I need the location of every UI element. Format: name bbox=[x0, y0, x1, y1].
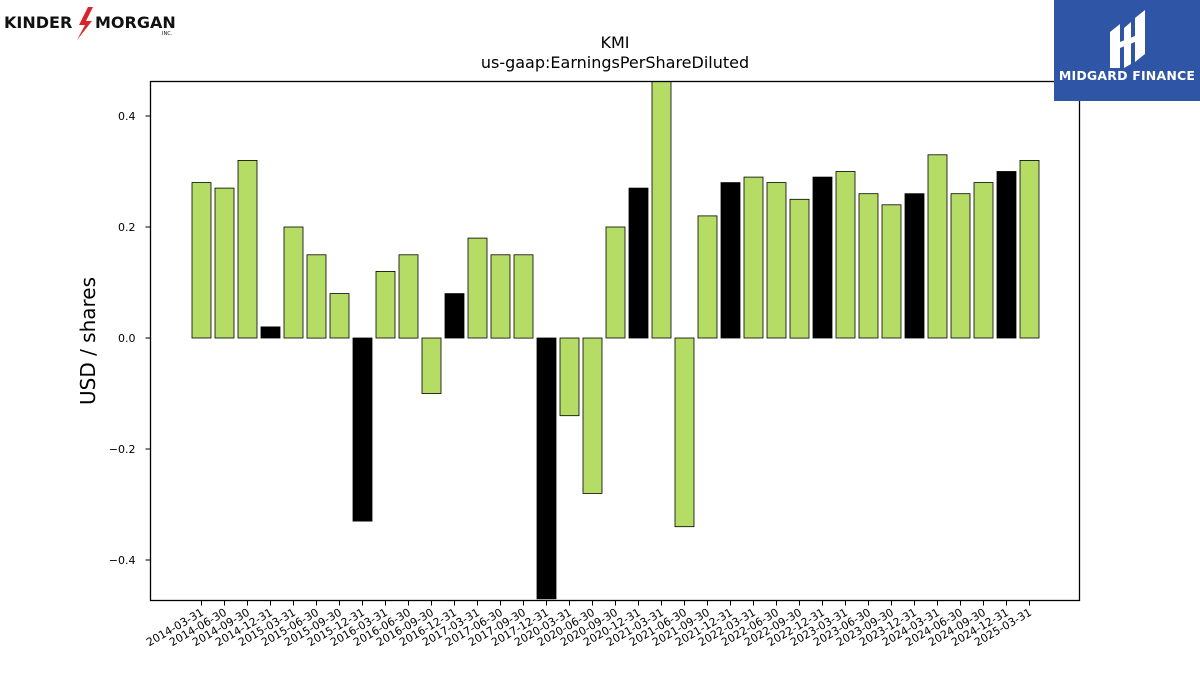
bar-2020-03-31 bbox=[559, 337, 580, 417]
bar-2017-12-31 bbox=[536, 337, 557, 600]
bar-2016-03-31 bbox=[375, 270, 396, 339]
bar-2016-09-30 bbox=[421, 337, 442, 394]
bar-2015-03-31 bbox=[283, 226, 304, 339]
bar-2024-06-30 bbox=[950, 193, 971, 339]
x-axis: 2014-03-312014-06-302014-09-302014-12-31… bbox=[144, 600, 1034, 649]
bar-2017-06-30 bbox=[490, 254, 511, 339]
bar-2021-03-31 bbox=[651, 81, 672, 339]
bar-2020-06-30 bbox=[582, 337, 603, 494]
plot-frame bbox=[149, 80, 1081, 602]
y-tick-label: −0.2 bbox=[109, 443, 136, 456]
y-tick-label: −0.4 bbox=[109, 554, 136, 567]
midgard-finance-logo: MIDGARD FINANCE bbox=[1054, 0, 1200, 101]
bar-2015-06-30 bbox=[306, 254, 327, 339]
logo-left-word-1: KINDER bbox=[4, 13, 72, 32]
bar-2020-12-31 bbox=[628, 187, 649, 339]
bar-2022-09-30 bbox=[789, 198, 810, 339]
bar-2024-03-31 bbox=[927, 154, 948, 339]
kinder-morgan-logo: KINDER MORGAN INC. bbox=[4, 6, 180, 40]
bar-2016-06-30 bbox=[398, 254, 419, 339]
bar-2014-12-31 bbox=[260, 326, 281, 339]
bar-2015-09-30 bbox=[329, 293, 350, 339]
y-tick-label: 0.4 bbox=[118, 110, 136, 123]
bar-2021-12-31 bbox=[720, 182, 741, 339]
bar-2017-03-31 bbox=[467, 237, 488, 339]
y-axis-label: USD / shares bbox=[76, 277, 100, 405]
bar-2023-03-31 bbox=[835, 171, 856, 339]
midgard-mark-icon bbox=[1110, 10, 1145, 68]
bar-2024-09-30 bbox=[973, 182, 994, 339]
bar-2023-06-30 bbox=[858, 193, 879, 339]
bar-2014-03-31 bbox=[191, 182, 212, 339]
logo-left-sub: INC. bbox=[162, 31, 173, 37]
bar-2021-09-30 bbox=[697, 215, 718, 339]
bar-2025-03-31 bbox=[1019, 159, 1040, 339]
bar-2023-12-31 bbox=[904, 193, 925, 339]
bar-2024-12-31 bbox=[996, 171, 1017, 339]
y-tick-label: 0.0 bbox=[118, 332, 136, 345]
bar-2022-12-31 bbox=[812, 176, 833, 339]
bar-group bbox=[191, 81, 1040, 600]
bar-2022-06-30 bbox=[766, 182, 787, 339]
bar-2014-06-30 bbox=[214, 187, 235, 339]
lightning-icon bbox=[77, 7, 93, 40]
bar-2015-12-31 bbox=[352, 337, 373, 522]
logo-right-text: MIDGARD FINANCE bbox=[1058, 68, 1196, 83]
bar-2020-09-30 bbox=[605, 226, 626, 339]
y-tick-label: 0.2 bbox=[118, 221, 136, 234]
bar-2021-06-30 bbox=[674, 337, 695, 528]
bar-2022-03-31 bbox=[743, 176, 764, 339]
chart-title: KMI bbox=[600, 33, 629, 52]
bar-2016-12-31 bbox=[444, 293, 465, 339]
bar-2023-09-30 bbox=[881, 204, 902, 339]
bar-2014-09-30 bbox=[237, 159, 258, 339]
chart-subtitle: us-gaap:EarningsPerShareDiluted bbox=[481, 53, 749, 72]
logo-left-word-2: MORGAN bbox=[95, 13, 176, 32]
y-axis: −0.4 −0.2 0.0 0.2 0.4 bbox=[109, 110, 151, 567]
bar-2017-09-30 bbox=[513, 254, 534, 339]
